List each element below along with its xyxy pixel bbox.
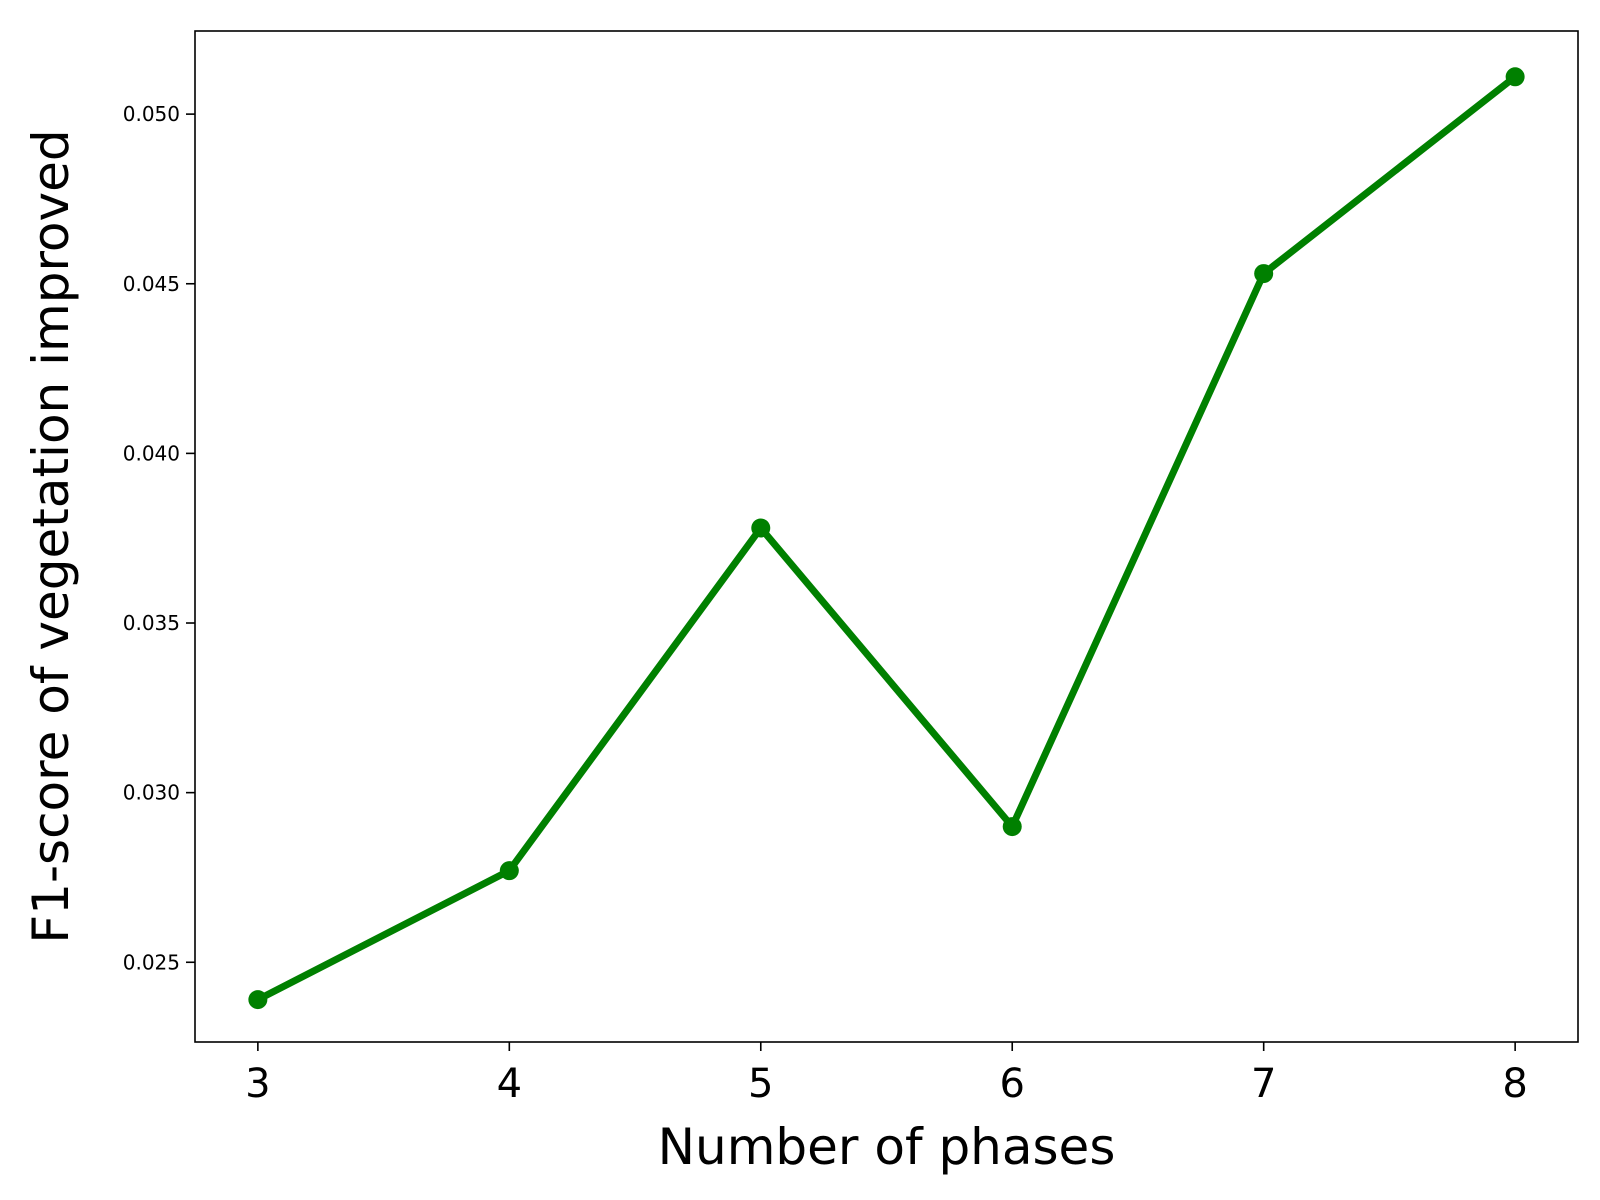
x-tick-label: 5 [748,1061,773,1107]
y-tick-label: 0.030 [123,781,180,805]
x-tick-label: 4 [497,1061,522,1107]
data-point [1002,817,1022,837]
x-axis: 3 4 5 6 7 8 [245,1042,1528,1107]
data-point [1505,67,1525,87]
data-point [751,518,771,538]
y-axis-title: F1-score of vegetation improved [22,129,80,943]
y-tick-label: 0.035 [123,611,180,635]
y-axis: 0.025 0.030 0.035 0.040 0.045 0.050 [123,102,195,974]
x-axis-title: Number of phases [658,1118,1116,1176]
y-tick-label: 0.045 [123,272,180,296]
y-tick-label: 0.050 [123,102,180,126]
plot-layer [248,67,1525,1010]
data-point [248,990,268,1010]
y-tick-label: 0.040 [123,441,180,465]
axes-frame [194,30,1579,1043]
x-tick-label: 8 [1502,1061,1527,1107]
series-line [256,74,1518,1003]
y-tick-label: 0.025 [123,950,180,974]
x-tick-label: 3 [245,1061,270,1107]
data-point [1254,264,1274,284]
x-tick-label: 7 [1251,1061,1276,1107]
x-tick-label: 6 [1000,1061,1025,1107]
data-point [499,861,519,881]
